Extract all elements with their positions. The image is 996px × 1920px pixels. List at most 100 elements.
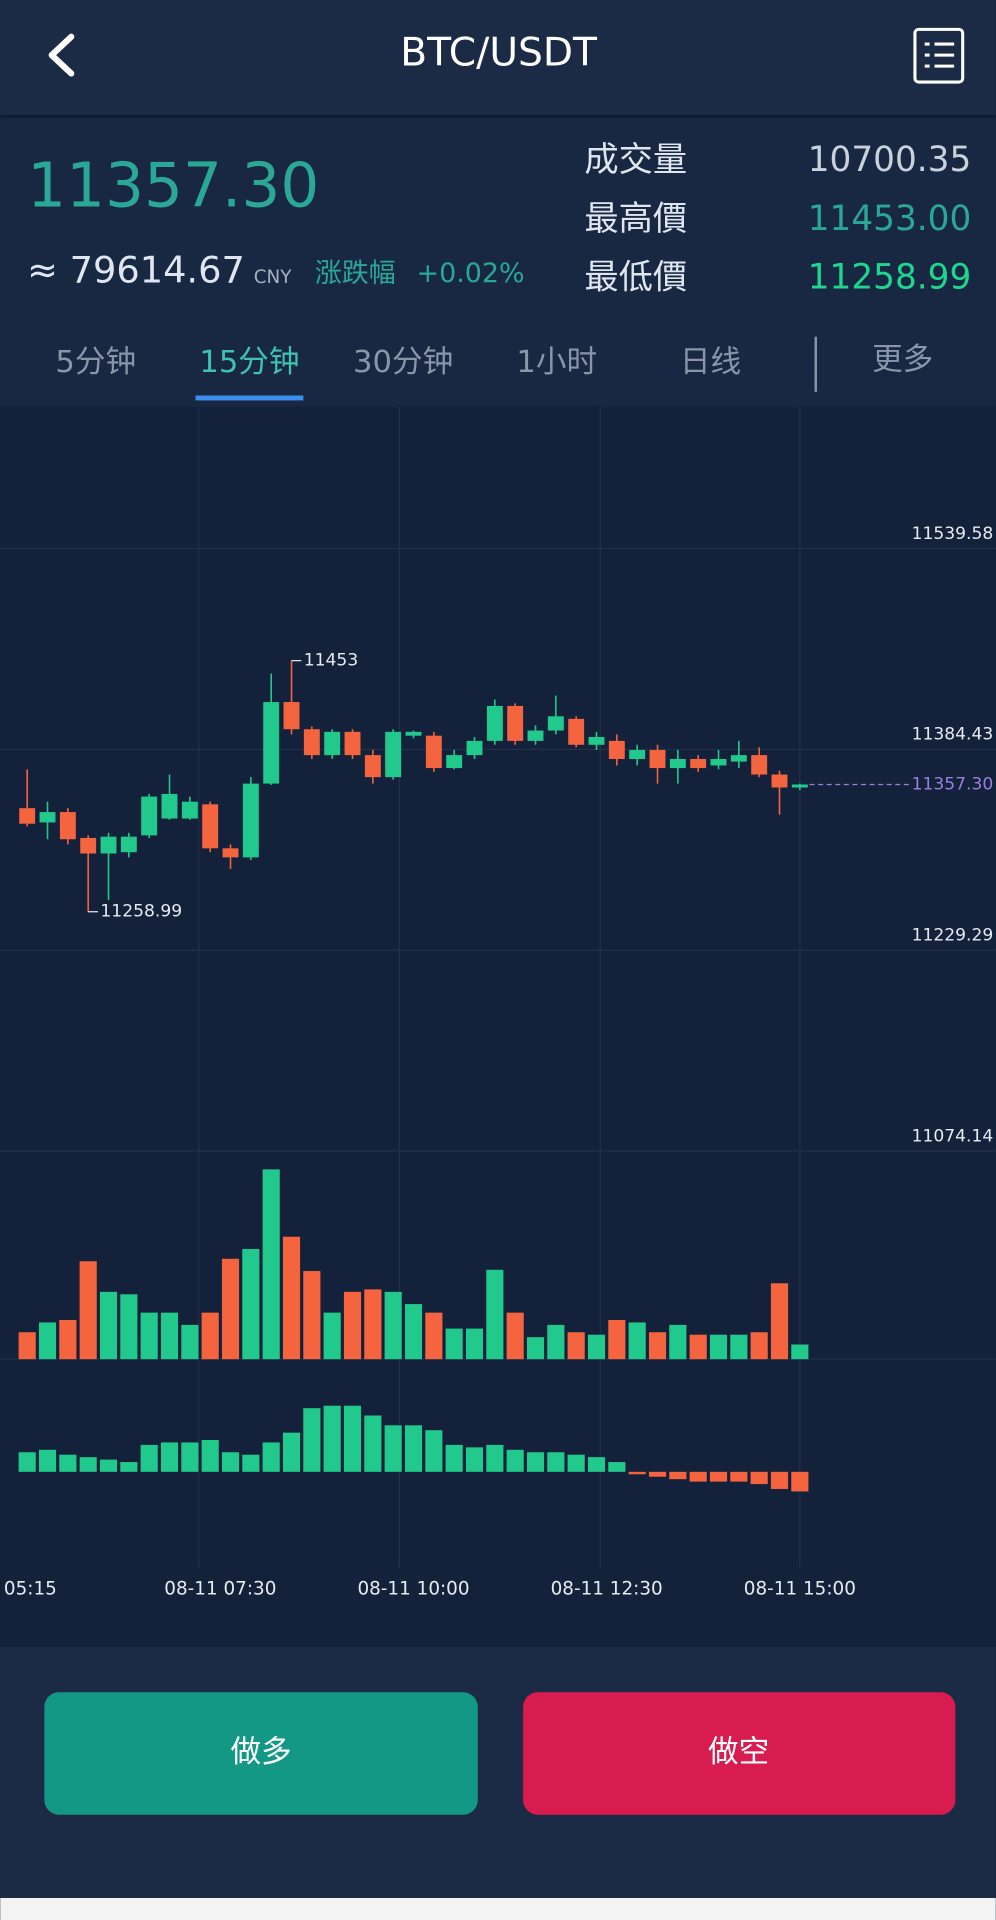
- macd-bar: [79, 1457, 97, 1472]
- volume-bar: [99, 1291, 118, 1360]
- candle-body: [181, 801, 198, 819]
- candle-body: [263, 702, 280, 784]
- long-button[interactable]: [44, 1692, 478, 1815]
- volume-bar: [181, 1324, 199, 1360]
- tab[interactable]: 5分钟: [55, 345, 136, 380]
- candle-body: [629, 749, 646, 760]
- candle-body: [344, 731, 361, 756]
- volume-bar: [79, 1261, 97, 1360]
- macd-bar: [364, 1415, 382, 1472]
- volume-bar: [669, 1324, 687, 1360]
- volume-bar: [140, 1312, 158, 1360]
- tab[interactable]: 15分钟: [199, 345, 299, 380]
- volume-bar: [323, 1312, 341, 1360]
- volume-bar: [791, 1344, 809, 1360]
- chart-area: [0, 406, 996, 1647]
- macd-bar: [445, 1444, 463, 1472]
- candle-body: [222, 848, 239, 858]
- tab-more[interactable]: 更多: [872, 343, 933, 378]
- macd-bar: [628, 1471, 646, 1475]
- volume-bar: [120, 1294, 138, 1360]
- bottom-strip: [0, 1897, 996, 1920]
- macd-bar: [201, 1440, 219, 1472]
- stat-label: 最高價: [584, 199, 687, 239]
- candle-body: [588, 736, 605, 745]
- x-tick-label: 08-11 07:30: [164, 1578, 276, 1599]
- candle-body: [405, 731, 422, 736]
- y-tick-label: 11074.14: [912, 1126, 994, 1146]
- volume-bar: [38, 1322, 57, 1360]
- orders-button[interactable]: [913, 27, 965, 84]
- candle-body: [303, 729, 320, 756]
- macd-bar: [486, 1444, 504, 1472]
- volume-bar: [262, 1169, 280, 1360]
- macd-bar: [181, 1442, 199, 1472]
- volume-bar: [770, 1283, 789, 1360]
- candle-body: [547, 716, 564, 731]
- macd-bar: [323, 1405, 341, 1472]
- tab[interactable]: 30分钟: [353, 345, 453, 380]
- y-tick-label: 11229.29: [912, 925, 994, 945]
- candle-body: [608, 740, 625, 760]
- macd-bar: [140, 1444, 158, 1472]
- macd-bar: [770, 1471, 789, 1489]
- macd-bar: [343, 1405, 362, 1472]
- volume-bar: [465, 1328, 484, 1360]
- volume-bar: [526, 1337, 545, 1360]
- candle-body: [120, 836, 137, 853]
- volume-bar: [364, 1289, 382, 1360]
- candle-body: [19, 808, 36, 824]
- volume-bar: [18, 1332, 36, 1360]
- volume-bar: [404, 1304, 423, 1360]
- tab[interactable]: 1小时: [516, 345, 597, 380]
- macd-bar: [648, 1471, 667, 1477]
- volume-bar: [506, 1312, 524, 1360]
- macd-bar: [608, 1462, 626, 1472]
- volume-bar: [628, 1322, 646, 1360]
- candle-body: [425, 735, 442, 769]
- macd-bar: [160, 1442, 179, 1472]
- volume-bar: [547, 1324, 565, 1360]
- top-bar: [0, 0, 996, 117]
- macd-bar: [303, 1408, 321, 1472]
- page-title: BTC/USDT: [400, 31, 598, 76]
- candle-body: [730, 755, 747, 762]
- macd-bar: [730, 1471, 748, 1482]
- macd-bar: [689, 1471, 707, 1482]
- candle-body: [690, 759, 707, 769]
- macd-bar: [221, 1452, 240, 1472]
- short-label: 做空: [708, 1735, 769, 1770]
- macd-bar: [791, 1471, 809, 1492]
- y-tick-label: 11384.43: [912, 725, 994, 745]
- candle-body: [161, 793, 178, 819]
- volume-bar: [750, 1332, 768, 1360]
- y-tick-label: 11539.58: [912, 524, 994, 544]
- x-tick-label: 08-11 10:00: [357, 1578, 469, 1599]
- back-button[interactable]: [48, 33, 75, 77]
- volume-bar: [303, 1271, 321, 1360]
- tab[interactable]: 日线: [680, 345, 741, 380]
- macd-bar: [120, 1462, 138, 1472]
- volume-bar: [486, 1269, 504, 1360]
- candle-body: [649, 749, 666, 769]
- candle-body: [80, 837, 97, 854]
- candle-body: [283, 702, 300, 730]
- candle-body: [669, 759, 686, 769]
- volume-bar: [608, 1320, 626, 1360]
- candle-body: [202, 804, 219, 849]
- volume-bar: [445, 1328, 463, 1360]
- volume-bar: [343, 1291, 362, 1360]
- volume-bar: [689, 1334, 707, 1360]
- ticker-panel: [0, 116, 996, 407]
- candle-body: [39, 812, 56, 823]
- macd-bar: [669, 1471, 687, 1480]
- macd-bar: [282, 1432, 301, 1472]
- macd-bar: [506, 1449, 524, 1472]
- short-button[interactable]: [523, 1692, 956, 1815]
- candle-body: [364, 755, 381, 778]
- macd-bar: [404, 1425, 423, 1472]
- candle-body: [771, 774, 788, 788]
- macd-bar: [526, 1452, 545, 1472]
- macd-bar: [38, 1449, 57, 1472]
